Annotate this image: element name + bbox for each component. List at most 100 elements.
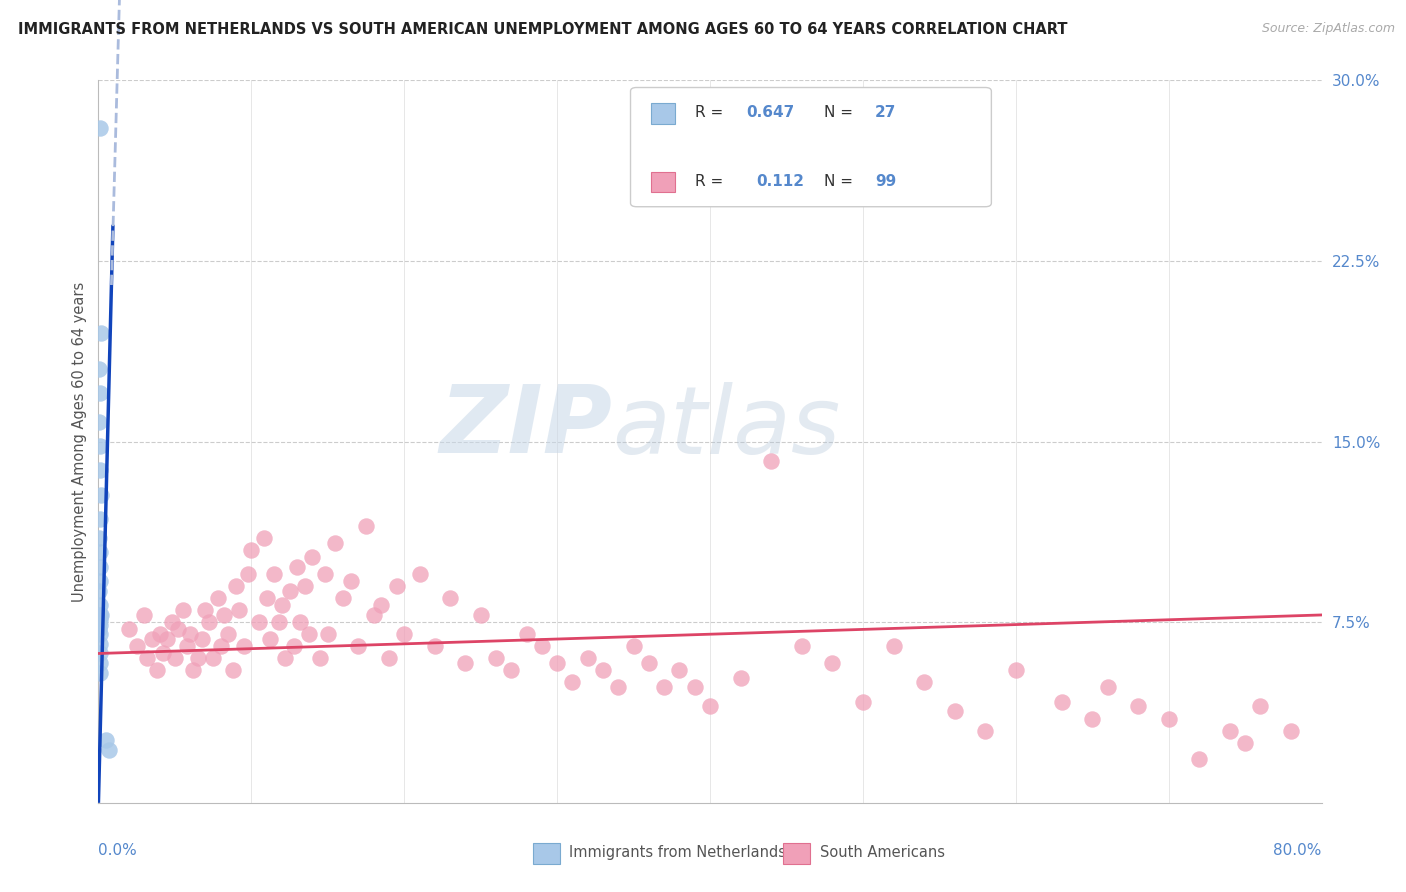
Point [94,733,117,747]
Point [316,627,339,641]
Point [1219,723,1241,738]
FancyBboxPatch shape [630,87,991,207]
Point [232,639,254,653]
Point [354,518,377,533]
Point [1279,723,1302,738]
Point [290,615,312,630]
Point [118,623,141,637]
Point [89,531,111,545]
Point [89,627,111,641]
Point [89,613,111,627]
Point [592,664,614,678]
Point [163,651,186,665]
FancyBboxPatch shape [533,843,560,864]
Point [1081,712,1104,726]
Text: N =: N = [824,105,858,120]
FancyBboxPatch shape [651,103,675,124]
Point [294,579,316,593]
Point [974,723,997,738]
Point [363,607,385,622]
Point [89,362,111,376]
Point [256,591,278,605]
Point [309,651,332,665]
FancyBboxPatch shape [651,172,675,193]
Point [176,639,198,653]
Point [89,463,111,477]
Point [89,656,111,670]
Point [89,599,111,613]
Point [212,607,235,622]
Point [278,583,301,598]
Point [301,550,323,565]
Point [454,656,477,670]
Point [89,511,111,525]
Point [1188,752,1211,766]
Point [652,680,675,694]
Point [730,671,752,685]
Point [392,627,416,641]
Point [149,627,172,641]
Point [943,704,966,718]
Point [561,675,583,690]
Text: 0.647: 0.647 [747,105,794,120]
Point [637,656,661,670]
Point [160,615,183,630]
Point [285,559,308,574]
Point [202,651,225,665]
Point [98,743,121,757]
Point [408,567,430,582]
Point [683,680,706,694]
Point [134,607,156,622]
Point [347,639,370,653]
Point [274,651,297,665]
Point [141,632,163,646]
Text: South Americans: South Americans [820,845,945,860]
Point [217,627,239,641]
Text: 27: 27 [875,105,897,120]
Point [90,326,112,340]
Point [298,627,321,641]
Point [423,639,446,653]
Point [228,603,250,617]
Point [89,617,111,632]
Point [325,535,347,549]
Point [167,623,190,637]
Point [852,695,875,709]
Point [759,454,782,468]
Point [89,607,111,622]
Point [89,559,111,574]
Point [89,665,111,680]
Point [912,675,935,690]
Point [470,607,492,622]
Point [90,487,112,501]
Point [516,627,538,641]
Point [1097,680,1119,694]
Point [89,574,111,589]
Point [1249,699,1271,714]
Point [136,651,159,665]
Point [501,664,523,678]
Point [485,651,508,665]
Text: R =: R = [696,105,728,120]
Point [263,567,285,582]
Point [252,531,274,545]
Point [699,699,721,714]
Point [546,656,568,670]
Text: 99: 99 [875,174,897,188]
Text: R =: R = [696,174,734,188]
Point [238,567,260,582]
Point [89,386,111,401]
Point [222,664,245,678]
Point [89,583,111,598]
Point [821,656,844,670]
Point [314,567,336,582]
Point [339,574,361,589]
Point [530,639,553,653]
Point [1128,699,1150,714]
Text: N =: N = [824,174,858,188]
Point [283,639,305,653]
Point [883,639,905,653]
Point [172,603,194,617]
Point [332,591,354,605]
Text: IMMIGRANTS FROM NETHERLANDS VS SOUTH AMERICAN UNEMPLOYMENT AMONG AGES 60 TO 64 Y: IMMIGRANTS FROM NETHERLANDS VS SOUTH AME… [18,22,1067,37]
